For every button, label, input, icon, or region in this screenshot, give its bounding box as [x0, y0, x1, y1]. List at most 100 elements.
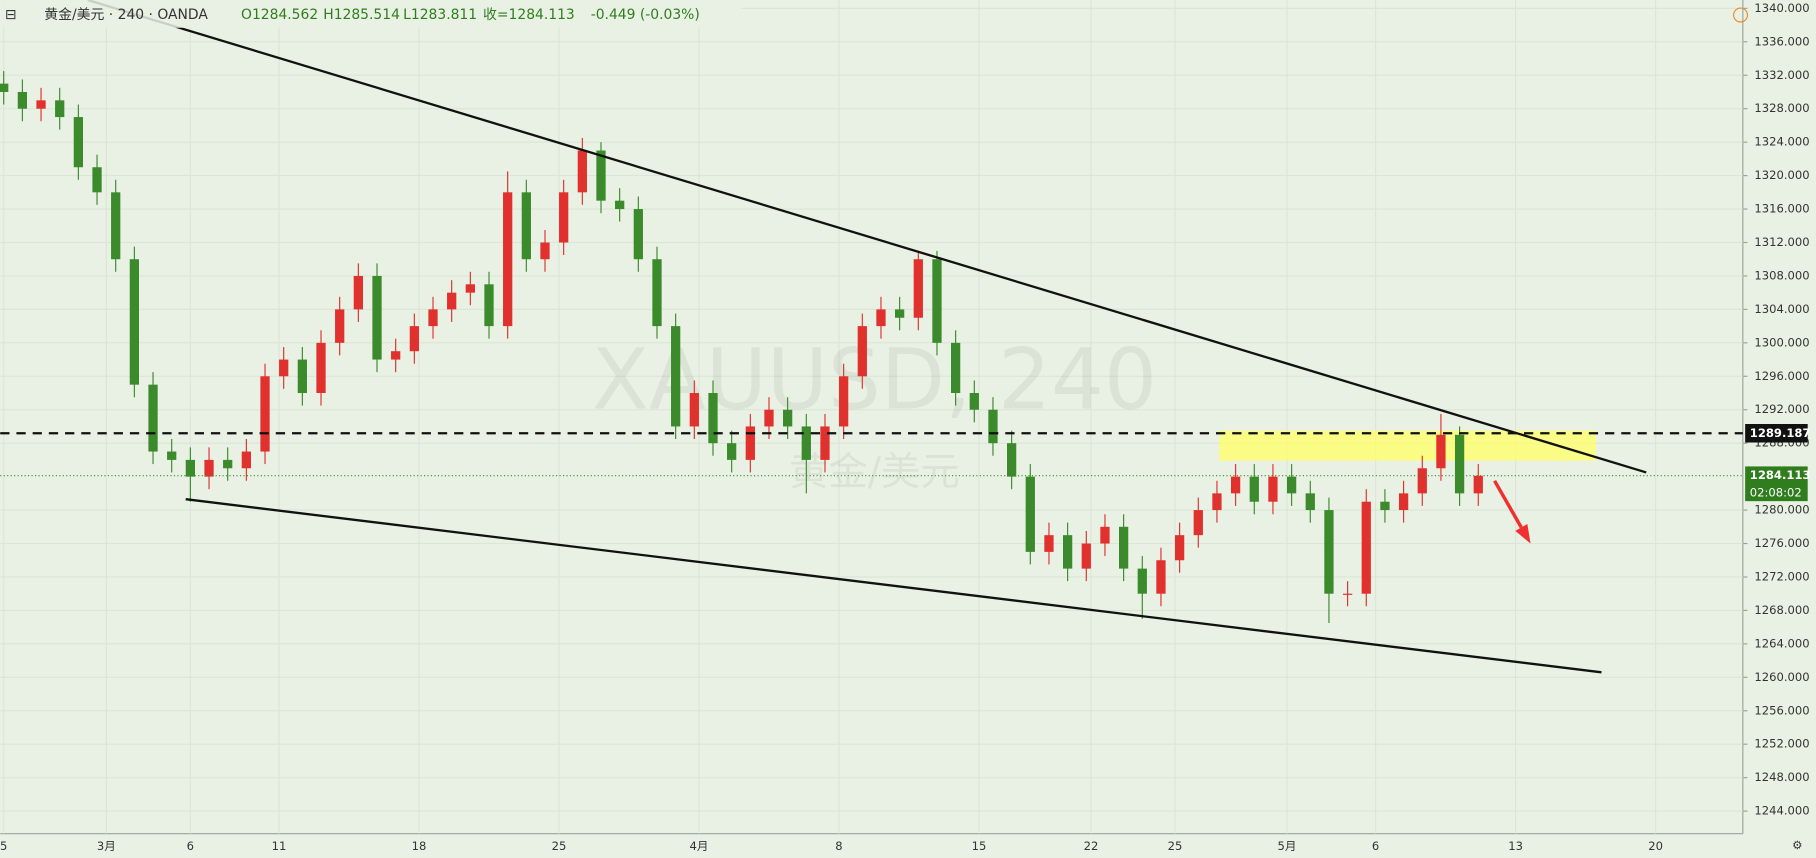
candle-body	[1212, 493, 1222, 511]
candle-body	[1305, 493, 1315, 511]
x-tick-label: 15	[972, 839, 987, 853]
y-tick-label: 1292.000	[1754, 402, 1809, 416]
y-tick-label: 1324.000	[1754, 135, 1809, 149]
candle-body	[988, 409, 998, 444]
candle-body	[932, 259, 942, 343]
candle-body	[1454, 434, 1465, 494]
x-tick-label: 6	[187, 839, 194, 853]
candle-body	[1193, 510, 1203, 536]
candle-body	[913, 259, 923, 318]
candle-body	[839, 376, 849, 427]
candle-body	[1268, 476, 1278, 502]
x-tick-label: 25	[1168, 839, 1183, 853]
candle-body	[391, 351, 401, 360]
candle-body	[0, 83, 9, 92]
candle-body	[1324, 510, 1334, 594]
candle-body	[17, 91, 28, 109]
x-tick-label: 25	[552, 839, 567, 853]
candle-body	[1137, 568, 1147, 594]
candle-body	[1007, 443, 1017, 477]
candle-body	[111, 192, 121, 260]
y-tick-label: 1248.000	[1754, 770, 1809, 784]
x-tick-label: 8	[835, 839, 842, 853]
candle-body	[409, 326, 419, 352]
candle-body	[1081, 543, 1091, 569]
candle-body	[1380, 501, 1390, 511]
candle-body	[1044, 535, 1054, 552]
watermark: XAUUSD, 240	[592, 332, 1157, 429]
x-tick-label: 11	[272, 839, 287, 853]
symbol[interactable]: 黄金/美元 · 240 · OANDA	[44, 7, 208, 23]
y-tick-label: 1328.000	[1754, 101, 1809, 115]
candle-body	[279, 359, 289, 377]
y-tick-label: 1316.000	[1754, 202, 1809, 216]
candle-body	[223, 459, 233, 469]
candle-body	[1417, 468, 1427, 494]
candle-body	[372, 275, 382, 360]
legend-high: H1285.514	[323, 7, 400, 23]
x-tick-label: 6	[1372, 839, 1379, 853]
candle-body	[167, 451, 177, 460]
countdown: 02:08:02	[1750, 486, 1802, 500]
highlight-zone	[1219, 430, 1596, 461]
candle-body	[596, 150, 606, 201]
x-tick-label: 4月	[690, 839, 709, 853]
x-tick-label: 3月	[97, 839, 116, 853]
candle-body	[484, 284, 494, 327]
candle-body	[92, 167, 102, 193]
grid	[0, 0, 1743, 834]
candle-body	[428, 309, 438, 327]
candle-body	[204, 459, 214, 477]
candle-body	[727, 443, 737, 460]
candle-body	[335, 309, 345, 343]
candle-body	[540, 242, 550, 260]
x-tick-label: 5月	[1277, 839, 1296, 853]
candle-body	[820, 426, 830, 460]
y-tick-label: 1244.000	[1754, 804, 1809, 818]
candle-body	[36, 100, 46, 109]
candle-body	[689, 393, 699, 427]
legend-bg	[0, 0, 742, 28]
candle-body	[876, 309, 886, 327]
y-tick-label: 1300.000	[1754, 335, 1809, 349]
settings-icon[interactable]: ⚙	[1792, 838, 1802, 852]
candle-body	[465, 284, 475, 293]
trendline	[185, 498, 1602, 674]
watermark-sub: 黄金/美元	[789, 449, 960, 495]
alert-icon[interactable]	[1733, 7, 1749, 23]
candle-body	[671, 326, 681, 427]
collapse-icon[interactable]: ⊟	[5, 7, 17, 23]
legend-low: L1283.811	[403, 7, 477, 23]
candle-body	[633, 209, 643, 260]
candle-body	[1025, 476, 1035, 552]
resistance-label-bg	[1745, 423, 1808, 443]
y-tick-label: 1320.000	[1754, 168, 1809, 182]
candle-body	[1230, 476, 1241, 494]
candle-body	[1249, 476, 1259, 502]
candle-body	[521, 192, 531, 260]
y-tick-label: 1280.000	[1754, 503, 1809, 517]
x-tick-label: 5	[0, 839, 7, 853]
candle-body	[297, 359, 307, 394]
resistance-label: 1289.187	[1750, 426, 1811, 440]
y-tick-label: 1272.000	[1754, 569, 1809, 583]
candle-body	[1398, 493, 1409, 511]
candle-body	[1156, 560, 1166, 594]
last-price-label: 1284.113	[1750, 468, 1811, 482]
candle-body	[316, 342, 326, 394]
candle-body	[73, 117, 84, 168]
candle-body	[129, 259, 139, 385]
y-tick-label: 1276.000	[1754, 536, 1809, 550]
y-tick-label: 1252.000	[1754, 737, 1809, 751]
candle-body	[783, 409, 793, 427]
legend-change: -0.449 (-0.03%)	[591, 7, 700, 23]
candle-body	[1062, 535, 1073, 569]
y-tick-label: 1312.000	[1754, 235, 1809, 249]
y-tick-label: 1336.000	[1754, 34, 1809, 48]
candle-body	[615, 200, 625, 210]
y-tick-label: 1268.000	[1754, 603, 1809, 617]
x-tick-label: 18	[412, 839, 427, 853]
candle-body	[764, 409, 774, 427]
candle-body	[148, 384, 158, 452]
